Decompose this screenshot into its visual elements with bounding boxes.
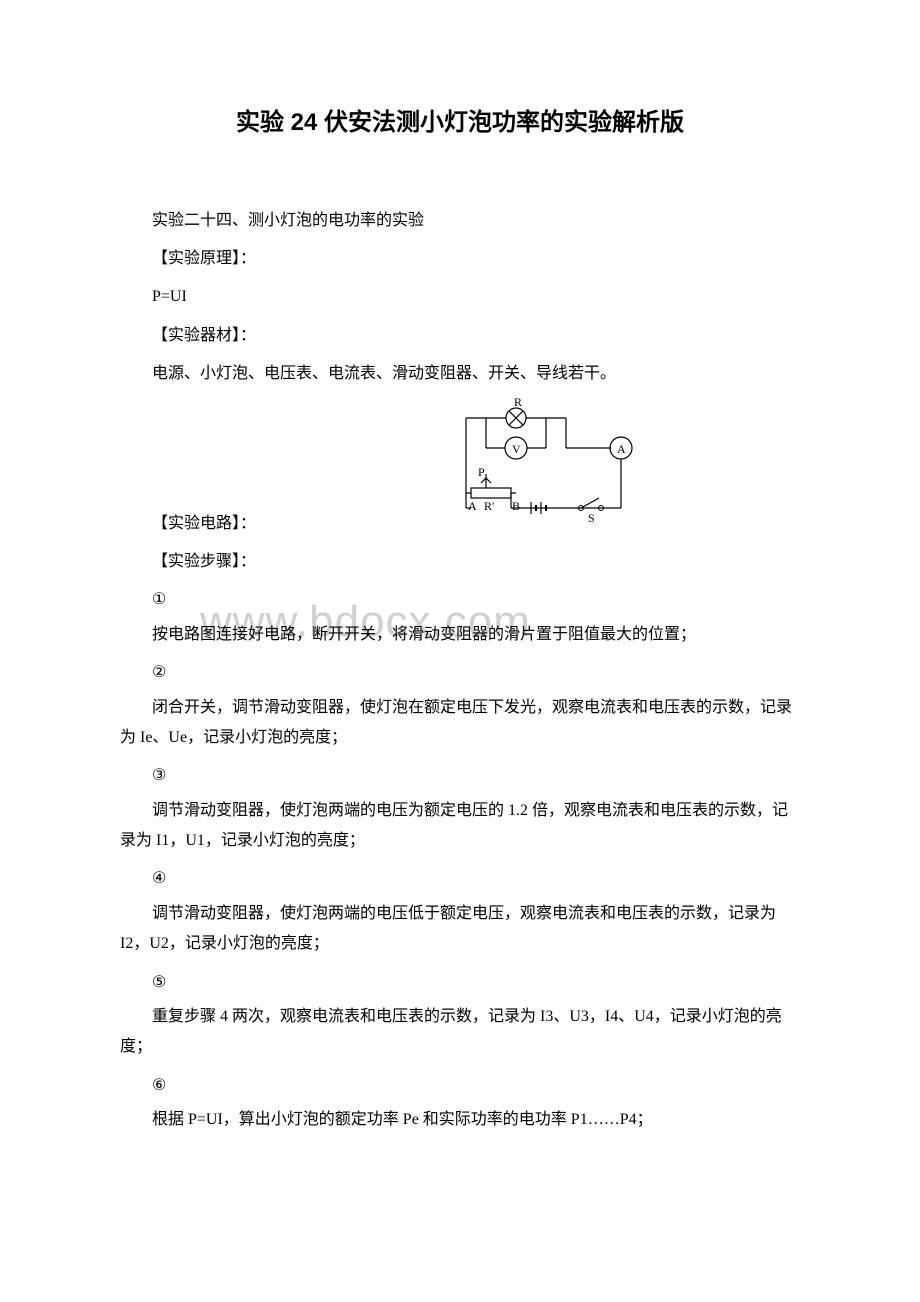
label-Aprime: A <box>468 499 477 513</box>
step-4-text: 调节滑动变阻器，使灯泡两端的电压低于额定电压，观察电流表和电压表的示数，记录为 … <box>120 899 800 960</box>
step-3-num: ③ <box>120 761 800 791</box>
circuit-label: 【实验电路】： <box>120 509 256 539</box>
step-2-text: 闭合开关，调节滑动变阻器，使灯泡在额定电压下发光，观察电流表和电压表的示数，记录… <box>120 693 800 754</box>
step-5-num: ⑤ <box>120 968 800 998</box>
step-1-num: ① <box>120 585 800 615</box>
label-B: B <box>512 499 520 513</box>
document-content: 实验 24 伏安法测小灯泡功率的实验解析版 实验二十四、测小灯泡的电功率的实验 … <box>120 100 800 1136</box>
step-4-num: ④ <box>120 864 800 894</box>
steps-label: 【实验步骤】： <box>120 547 800 577</box>
label-A: A <box>617 442 626 456</box>
document-title: 实验 24 伏安法测小灯泡功率的实验解析版 <box>120 100 800 146</box>
equipment-text: 电源、小灯泡、电压表、电流表、滑动变阻器、开关、导线若干。 <box>120 359 800 389</box>
equipment-label: 【实验器材】： <box>120 321 800 351</box>
principle-text: P=UI <box>120 282 800 312</box>
step-6-num: ⑥ <box>120 1071 800 1101</box>
subtitle: 实验二十四、测小灯泡的电功率的实验 <box>120 206 800 236</box>
label-S: S <box>588 511 595 525</box>
label-Rprime: R′ <box>484 499 495 513</box>
step-6-text: 根据 P=UI，算出小灯泡的额定功率 Pe 和实际功率的电功率 P1……P4； <box>120 1105 800 1135</box>
label-V: V <box>512 442 521 456</box>
label-R: R <box>514 398 522 409</box>
circuit-diagram: R V A <box>436 398 646 539</box>
label-P: P <box>478 465 485 479</box>
step-1-text: 按电路图连接好电路，断开开关，将滑动变阻器的滑片置于阻值最大的位置； <box>120 620 800 650</box>
step-5-text: 重复步骤 4 两次，观察电流表和电压表的示数，记录为 I3、U3，I4、U4，记… <box>120 1002 800 1063</box>
step-3-text: 调节滑动变阻器，使灯泡两端的电压为额定电压的 1.2 倍，观察电流表和电压表的示… <box>120 796 800 857</box>
principle-label: 【实验原理】： <box>120 244 800 274</box>
step-2-num: ② <box>120 658 800 688</box>
circuit-row: 【实验电路】： R V <box>120 398 800 539</box>
circuit-svg: R V A <box>436 398 646 528</box>
